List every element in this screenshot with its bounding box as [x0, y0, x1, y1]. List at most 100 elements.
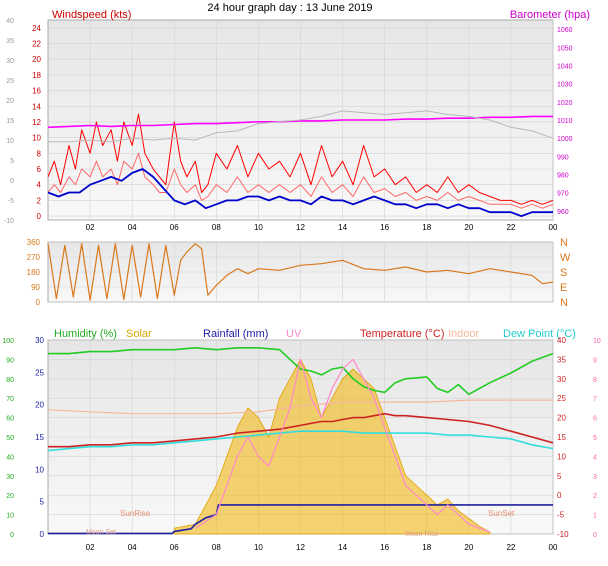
- temp-tick-label: 25: [557, 394, 566, 403]
- temp-tick-label: 15: [557, 433, 566, 442]
- wind-tick-label: 14: [32, 102, 41, 111]
- uv-label: UV: [286, 328, 302, 340]
- humidity-tick-label: 10: [6, 513, 14, 520]
- humidity-tick-label: 30: [6, 474, 14, 481]
- outer-tick-label: 40: [6, 18, 14, 25]
- uv-tick-label: 8: [593, 377, 597, 384]
- temp-time-tick-label: 10: [254, 543, 263, 552]
- humidity-tick-label: 20: [6, 493, 14, 500]
- uv-series-line: [194, 358, 491, 533]
- temp-tick-label: -10: [557, 530, 569, 539]
- wind-tick-label: 8: [37, 149, 42, 158]
- temp-time-tick-label: 02: [86, 543, 95, 552]
- temp-tick-label: 10: [557, 452, 566, 461]
- rain-tick-label: 15: [35, 433, 44, 442]
- wind-tick-label: 22: [32, 40, 41, 49]
- humidity-tick-label: 100: [2, 338, 14, 345]
- barometer-tick-label: 1000: [557, 136, 573, 143]
- temp-tick-label: 0: [557, 491, 562, 500]
- temperature-label: Temperature (°C): [360, 328, 444, 340]
- humidity-tick-label: 60: [6, 416, 14, 423]
- wind-tick-label: 6: [37, 165, 42, 174]
- compass-label: N: [560, 237, 568, 249]
- barometer-tick-label: 980: [557, 173, 569, 180]
- humidity-tick-label: 0: [10, 532, 14, 539]
- wind-series-line: [47, 152, 554, 209]
- uv-tick-label: 4: [593, 454, 597, 461]
- direction-tick-label: 270: [27, 253, 41, 262]
- temp-time-tick-label: 00: [549, 543, 558, 552]
- humidity-tick-label: 40: [6, 454, 14, 461]
- wind-time-tick-label: 06: [170, 223, 179, 232]
- humidity-series-line: [48, 347, 554, 396]
- wind-barometer-panel: Windspeed (kts) Barometer (hpa): [47, 9, 590, 221]
- wind-time-tick-label: 08: [212, 223, 221, 232]
- temp-time-tick-label: 22: [506, 543, 515, 552]
- chart-marks: 024681012141618202224-10-505101520253035…: [2, 18, 601, 552]
- sunset-marker: SunSet: [488, 509, 515, 518]
- rain-tick-label: 10: [35, 465, 44, 474]
- rainfall-series-line: [48, 504, 553, 535]
- wind-time-tick-label: 16: [380, 223, 389, 232]
- outer-tick-label: 35: [6, 38, 14, 45]
- barometer-tick-label: 1030: [557, 82, 573, 89]
- wind-tick-label: 2: [37, 196, 42, 205]
- rain-tick-label: 0: [40, 530, 45, 539]
- reference-series-line: [48, 110, 554, 143]
- temperature-series-line: [48, 412, 554, 448]
- windspeed-axis-label: Windspeed (kts): [52, 9, 131, 21]
- temp-tick-label: 35: [557, 355, 566, 364]
- temp-time-tick-label: 20: [464, 543, 473, 552]
- wind-time-tick-label: 00: [549, 223, 558, 232]
- wind-tick-label: 16: [32, 87, 41, 96]
- barometer-series-line: [47, 115, 553, 129]
- outer-tick-label: 20: [6, 98, 14, 105]
- wind-time-tick-label: 20: [464, 223, 473, 232]
- wind-time-tick-label: 02: [86, 223, 95, 232]
- wind-tick-label: 24: [32, 24, 41, 33]
- temp-time-tick-label: 18: [422, 543, 431, 552]
- uv-tick-label: 1: [593, 513, 597, 520]
- temp-time-tick-label: 14: [338, 543, 347, 552]
- wind-tick-label: 18: [32, 71, 41, 80]
- barometer-tick-label: 1060: [557, 27, 573, 34]
- humidity-tick-label: 50: [6, 435, 14, 442]
- uv-tick-label: 6: [593, 416, 597, 423]
- temp-time-tick-label: 06: [170, 543, 179, 552]
- uv-tick-label: 0: [593, 532, 597, 539]
- temp-tick-label: 20: [557, 414, 566, 423]
- sunrise-marker: SunRise: [120, 509, 151, 518]
- outer-tick-label: -5: [8, 198, 14, 205]
- moonrise-marker: Moon Rise: [405, 531, 439, 538]
- avg-wind-series-line: [47, 168, 553, 217]
- direction-tick-label: 180: [27, 268, 41, 277]
- wind-time-tick-label: 18: [422, 223, 431, 232]
- direction-tick-label: 360: [27, 238, 41, 247]
- wind-tick-label: 4: [37, 181, 42, 190]
- uv-tick-label: 3: [593, 474, 597, 481]
- outer-tick-label: 5: [10, 158, 14, 165]
- barometer-tick-label: 990: [557, 154, 569, 161]
- humidity-label: Humidity (%): [54, 328, 117, 340]
- rain-tick-label: 5: [40, 498, 45, 507]
- barometer-tick-label: 1010: [557, 118, 573, 125]
- uv-tick-label: 5: [593, 435, 597, 442]
- temp-tick-label: 5: [557, 472, 562, 481]
- dewpoint-label: Dew Point (°C): [503, 328, 576, 340]
- temp-time-tick-label: 04: [128, 543, 137, 552]
- gust-series-line: [47, 113, 554, 205]
- temp-time-tick-label: 12: [296, 543, 305, 552]
- wind-time-tick-label: 12: [296, 223, 305, 232]
- direction-tick-label: 90: [31, 283, 40, 292]
- rain-tick-label: 25: [35, 368, 44, 377]
- wind-tick-label: 0: [37, 212, 42, 221]
- outer-tick-label: 10: [6, 138, 14, 145]
- moonset-marker: Moon Set: [86, 529, 116, 536]
- barometer-tick-label: 1040: [557, 63, 573, 70]
- barometer-tick-label: 1020: [557, 100, 573, 107]
- outer-tick-label: 15: [6, 118, 14, 125]
- direction-series-line: [47, 243, 554, 301]
- barometer-tick-label: 1050: [557, 45, 573, 52]
